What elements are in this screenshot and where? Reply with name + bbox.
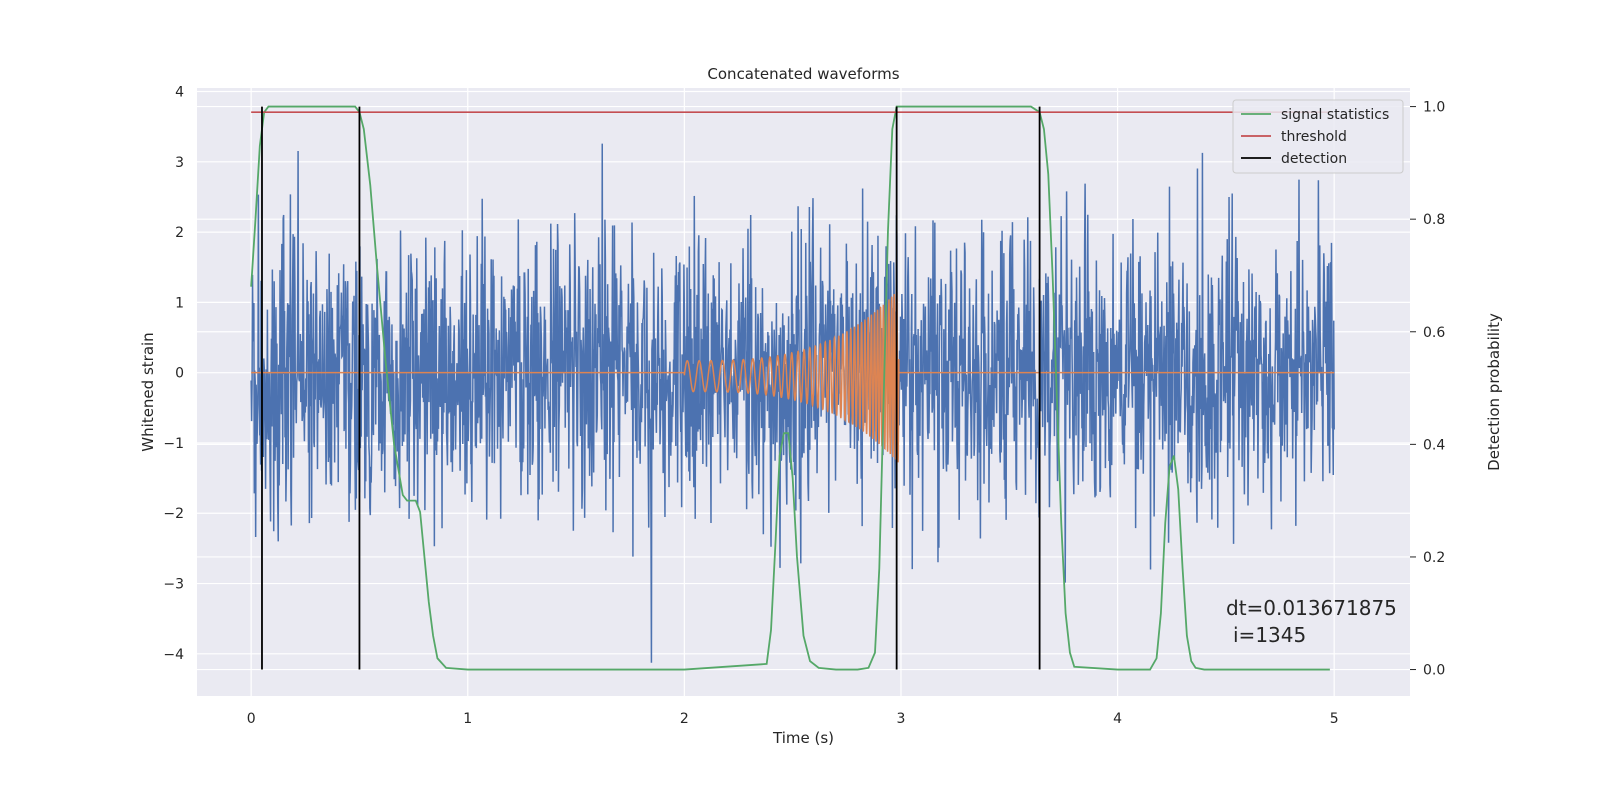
x-tick-label: 0 <box>247 711 256 727</box>
y-right-tick-label: 0.8 <box>1423 212 1445 228</box>
y-tick-label: −2 <box>163 506 184 522</box>
y-axis-label: Whitened strain <box>139 332 157 451</box>
x-tick-label: 3 <box>897 711 906 727</box>
y-right-tick-label: 0.6 <box>1423 325 1445 341</box>
legend-label-detection: detection <box>1281 151 1347 167</box>
y-tick-label: 4 <box>175 85 184 101</box>
x-tick-label: 2 <box>680 711 689 727</box>
y-right-tick-label: 0.2 <box>1423 550 1445 566</box>
strain-series <box>250 143 1335 663</box>
y-tick-label: 3 <box>175 155 184 171</box>
chart-title: Concatenated waveforms <box>707 65 899 83</box>
y-right-axis-label: Detection probability <box>1485 313 1503 471</box>
signal-statistics-line <box>250 105 1330 671</box>
x-tick-label: 1 <box>463 711 472 727</box>
legend-label-threshold: threshold <box>1281 129 1347 145</box>
legend-label-signal-statistics: signal statistics <box>1281 107 1389 123</box>
x-axis-label: Time (s) <box>772 729 834 747</box>
y-tick-label: −1 <box>163 436 184 452</box>
legend: signal statistics threshold detection <box>1232 99 1404 174</box>
annotation-index: i=1345 <box>1233 623 1306 647</box>
y-right-tick-label: 1.0 <box>1423 100 1445 116</box>
y-right-tick-label: 0.4 <box>1423 437 1445 453</box>
y-tick-label: −4 <box>163 647 184 663</box>
detection-layer <box>250 105 1330 671</box>
x-tick-label: 5 <box>1330 711 1339 727</box>
y-tick-label: −3 <box>163 577 184 593</box>
injected-chirp-line <box>251 291 1335 463</box>
y-tick-label: 1 <box>175 295 184 311</box>
strain-line <box>250 143 1335 663</box>
x-tick-label: 4 <box>1113 711 1122 727</box>
y-right-tick-label: 0.0 <box>1423 663 1445 679</box>
y-tick-label: 0 <box>175 366 184 382</box>
y-tick-label: 2 <box>175 225 184 241</box>
injected-signal-series <box>251 291 1335 463</box>
annotation-dt: dt=0.013671875 <box>1226 596 1397 620</box>
tick-layer: 0 1 2 3 4 5 4 3 2 1 0 −1 −2 −3 −4 1.0 0.8 0.6 0.4 0.2 0.0 <box>163 85 1445 727</box>
legend-box <box>1232 99 1404 174</box>
